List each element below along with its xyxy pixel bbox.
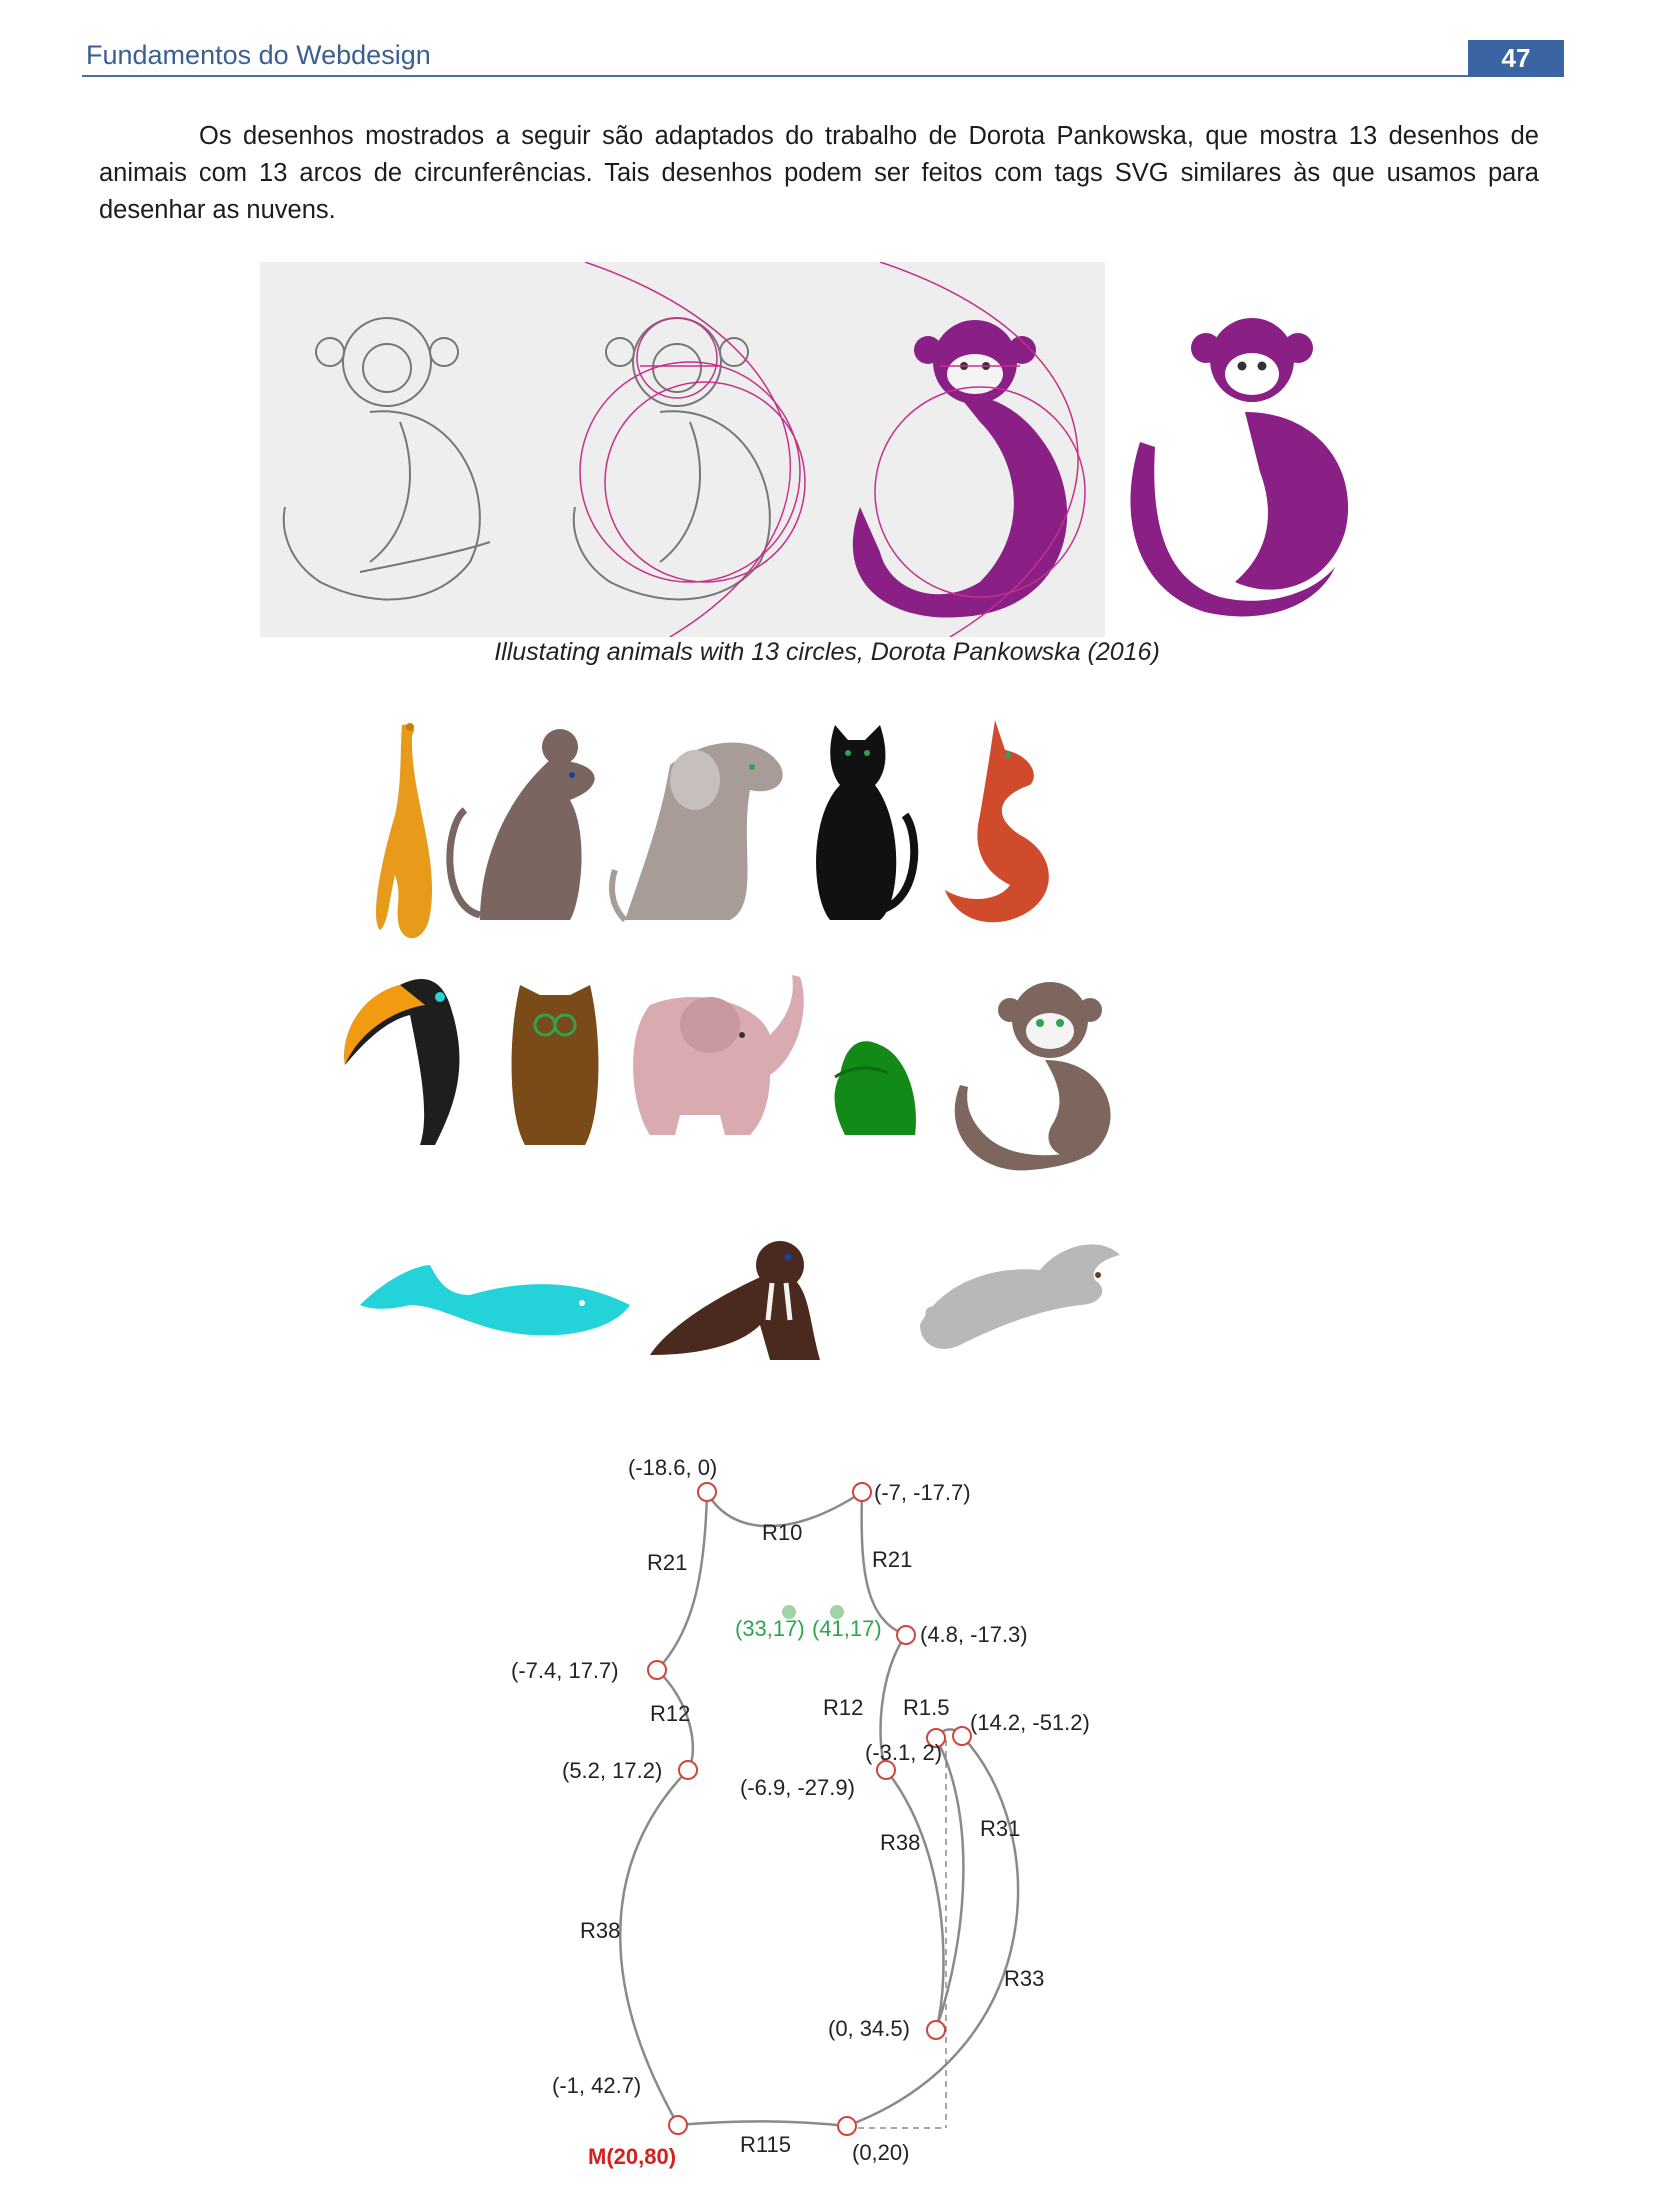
brown-monkey-icon [954, 982, 1111, 1171]
point-tail-tip-outer [952, 1726, 972, 1746]
right-eye-dot [830, 1605, 844, 1619]
label-point-8: (0, 34.5) [828, 2016, 910, 2041]
left-eye-dot [782, 1605, 796, 1619]
diagram-curves [619, 1490, 1020, 2128]
header-title: Fundamentos do Webdesign [86, 40, 431, 70]
owl-icon [511, 985, 599, 1145]
monkey-sketch-figure [260, 262, 1349, 637]
label-radius-right-body: R38 [880, 1830, 920, 1855]
label-radius-bottom: R115 [740, 2132, 791, 2157]
label-radius-tail-tip: R1.5 [903, 1695, 949, 1720]
label-point-3: (4.8, -17.3) [920, 1622, 1028, 1647]
point-right-upper [896, 1625, 916, 1645]
point-ear-left [697, 1482, 717, 1502]
label-point-4: (14.2, -51.2) [970, 1710, 1090, 1735]
point-tail-base [926, 2020, 946, 2040]
point-left-mid [678, 1760, 698, 1780]
label-point-5: (-3.1, 2) [865, 1740, 942, 1765]
control-points [647, 1482, 972, 2136]
arc-left-body [619, 1769, 689, 2126]
label-radius-right-upper: R21 [872, 1547, 912, 1572]
label-point-9: (-1, 42.7) [552, 2073, 641, 2098]
label-point-10: (0,20) [852, 2140, 909, 2165]
diagram-guides [847, 1740, 947, 2129]
intro-paragraph: Os desenhos mostrados a seguir são adapt… [99, 122, 1539, 224]
label-radius-left-mid: R12 [650, 1701, 690, 1726]
arc-right-upper [860, 1491, 907, 1637]
page-number-badge: 47 [1468, 40, 1564, 77]
frog-icon [834, 1041, 916, 1135]
label-point-1: (-7, -17.7) [874, 1480, 971, 1505]
figure-caption: Illustating animals with 13 circles, Dor… [494, 638, 1160, 666]
arc-right-body [885, 1769, 945, 2031]
sketch-panel-3 [852, 262, 1086, 637]
toucan-icon [344, 979, 460, 1145]
label-radius-left-body: R38 [580, 1918, 620, 1943]
mouse-icon [446, 729, 595, 920]
point-right-mid [876, 1760, 896, 1780]
label-radius-left-upper: R21 [647, 1550, 687, 1575]
walrus-icon [650, 1241, 820, 1360]
arc-top [705, 1490, 863, 1528]
sketch-panel-1 [282, 317, 491, 601]
dog-icon [609, 742, 783, 923]
elephant-icon [633, 975, 804, 1135]
cat-icon [816, 725, 919, 920]
label-eye-left: (33,17) [735, 1616, 805, 1641]
label-radius-tail-inner: R31 [980, 1816, 1020, 1841]
giraffe-icon [375, 723, 433, 939]
label-point-0: (-18.6, 0) [628, 1455, 717, 1480]
label-start-move: M(20,80) [588, 2144, 676, 2169]
label-point-7: (-6.9, -27.9) [740, 1775, 855, 1800]
sketch-panel-2 [572, 262, 806, 637]
fox-icon [945, 720, 1049, 923]
point-ear-right [852, 1482, 872, 1502]
label-point-6: (5.2, 17.2) [562, 1758, 662, 1783]
header-rule [82, 75, 1562, 77]
rabbit-icon [920, 1244, 1120, 1349]
label-point-2: (-7.4, 17.7) [511, 1658, 619, 1683]
arc-bottom [677, 2120, 848, 2128]
label-radius-right-mid: R12 [823, 1695, 863, 1720]
point-bottom-right [837, 2116, 857, 2136]
final-monkey [1130, 318, 1349, 617]
label-eye-right: (41,17) [812, 1616, 882, 1641]
arc-tail-inner [934, 1737, 965, 2031]
point-start [668, 2115, 688, 2135]
arc-right-mid [879, 1634, 908, 1771]
point-tail-tip-inner [926, 1728, 946, 1748]
arc-tail-outer [846, 1735, 1020, 2128]
cat-construction-diagram: (-18.6, 0) (-7, -17.7) (-7.4, 17.7) (4.8… [511, 1455, 1090, 2169]
label-radius-tail-outer: R33 [1004, 1966, 1044, 1991]
arc-left-upper [656, 1491, 709, 1671]
whale-icon [360, 1265, 630, 1336]
point-left-upper [647, 1660, 667, 1680]
label-radius-top: R10 [762, 1520, 802, 1545]
animal-gallery [344, 720, 1120, 1360]
